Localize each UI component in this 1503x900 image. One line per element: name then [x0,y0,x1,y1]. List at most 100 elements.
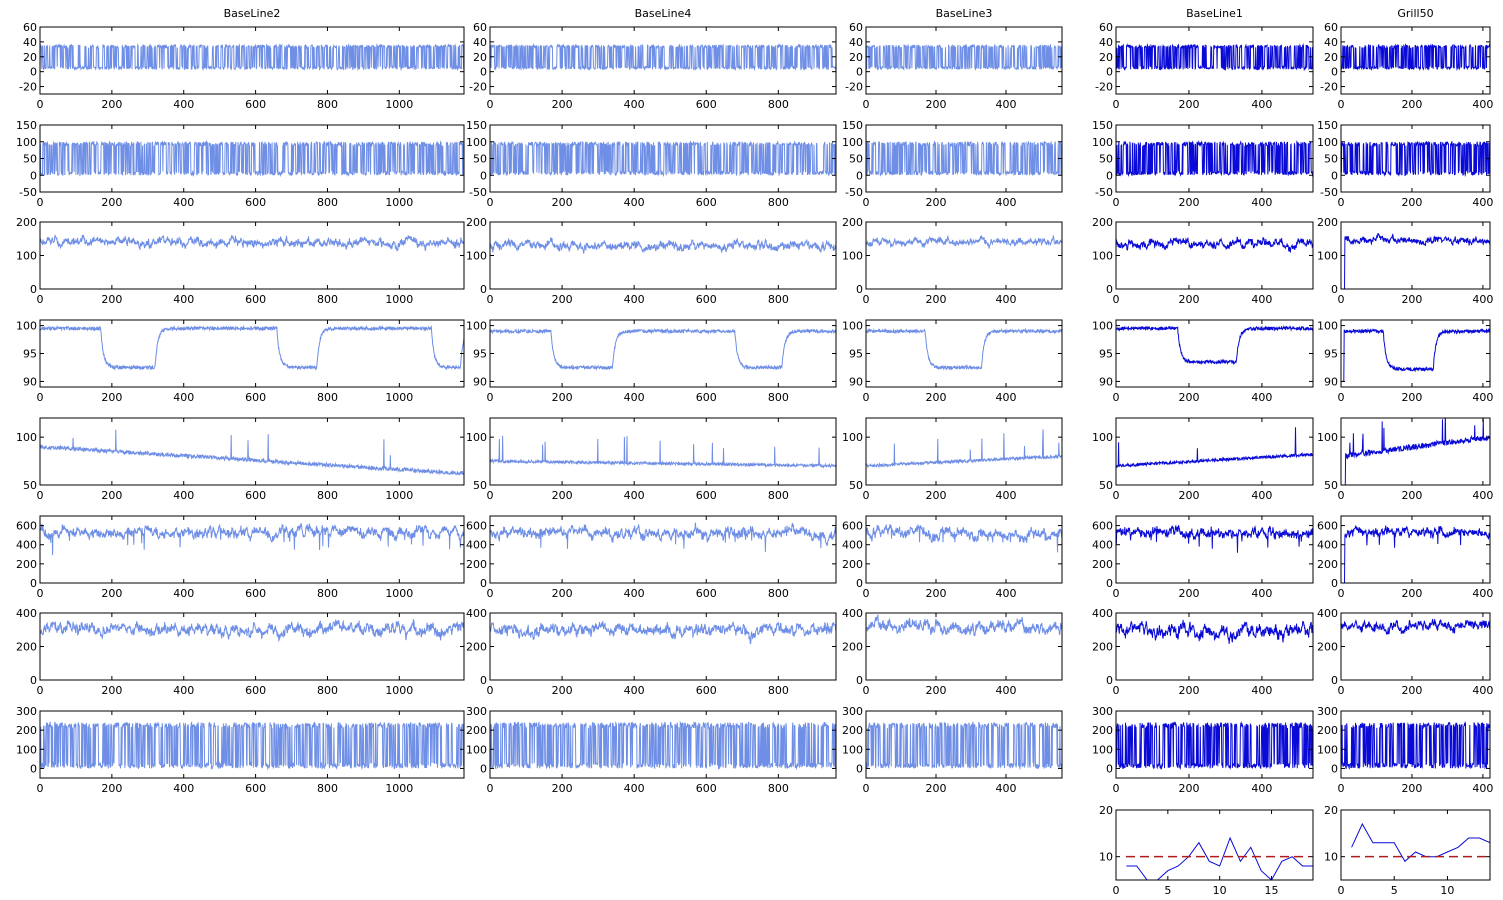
c2-r5-ytick-label: 0 [856,577,863,590]
c0-r5-xtick-label: 200 [101,587,122,600]
c1-r0-ytick-label: 40 [473,36,487,49]
c2-r5-series-line [866,523,1062,553]
c2-r2-frame [865,221,1063,290]
c3-r7-ytick-label: 0 [1106,762,1113,775]
c3-r2-ytick-label: 200 [1092,216,1113,229]
c1-r1-xtick-label: 400 [624,196,645,209]
c1-r5-frame [489,515,837,584]
c2-r6-xtick-label: 200 [926,684,947,697]
c0-r7-xtick-label: 1000 [385,782,413,795]
c0-r3-series-line [40,324,464,371]
c3-r7-ytick-label: 200 [1092,724,1113,737]
c3-extra-ytick-label: 20 [1099,804,1113,817]
chart-title: BaseLine2 [224,7,281,20]
c4-r1-series-line [1341,140,1490,178]
c2-r4-ytick-label: 100 [842,431,863,444]
c1-r6-xtick-label: 0 [487,684,494,697]
c3-r0-xtick-label: 200 [1178,98,1199,111]
c1-r3-xtick-label: 200 [552,391,573,404]
c2-r2-ytick-label: 0 [856,283,863,296]
c0-r1-xtick-label: 800 [317,196,338,209]
c4-r5-frame [1340,515,1491,584]
c4-r5-series-line [1341,524,1490,583]
c2-r5-ytick-label: 600 [842,520,863,533]
c0-r4-xtick-label: 400 [173,489,194,502]
c2-r5-ytick-label: 400 [842,539,863,552]
c0-r3-xtick-label: 600 [245,391,266,404]
c0-r3-ytick-label: 100 [16,320,37,333]
c2-r1-xtick-label: 400 [996,196,1017,209]
c4-r0-frame [1340,26,1491,95]
c0-r2-xtick-label: 1000 [385,293,413,306]
c2-r5-frame [865,515,1063,584]
c0-r5-xtick-label: 400 [173,587,194,600]
c4-r0-ytick-label: 20 [1324,51,1338,64]
c0-r4-xtick-label: 600 [245,489,266,502]
c0-r7-xtick-label: 600 [245,782,266,795]
c0-r6-xtick-label: 400 [173,684,194,697]
c0-r2-xtick-label: 800 [317,293,338,306]
c0-r3-xtick-label: 200 [101,391,122,404]
c3-r1-xtick-label: 0 [1113,196,1120,209]
c1-r7-xtick-label: 200 [552,782,573,795]
c4-extra-ytick-label: 10 [1324,851,1338,864]
c3-r3-xtick-label: 400 [1251,391,1272,404]
c0-r0-ytick-label: -20 [19,81,37,94]
c1-r0-xtick-label: 800 [768,98,789,111]
c4-r0-ytick-label: 0 [1331,66,1338,79]
c0-r3-xtick-label: 400 [173,391,194,404]
c1-r4-xtick-label: 600 [696,489,717,502]
c3-r0-ytick-label: 40 [1099,36,1113,49]
chart-title: Grill50 [1397,7,1433,20]
c4-r4-xtick-label: 200 [1401,489,1422,502]
c0-r5-xtick-label: 0 [37,587,44,600]
c1-r1-xtick-label: 200 [552,196,573,209]
c0-r5-ytick-label: 0 [30,577,37,590]
c4-r0-xtick-label: 0 [1338,98,1345,111]
c2-r4-frame [865,417,1063,486]
c2-r0-frame [865,26,1063,95]
c3-r5-frame [1115,515,1314,584]
c0-r6-xtick-label: 800 [317,684,338,697]
c4-r4-xtick-label: 400 [1472,489,1493,502]
c0-r4-frame [39,417,465,486]
c3-extra-ytick-label: 10 [1099,851,1113,864]
c3-r0-xtick-label: 0 [1113,98,1120,111]
c1-r4-frame [489,417,837,486]
c4-extra-xtick-label: 0 [1338,884,1345,897]
c2-r3-series-line [866,327,1062,371]
c0-r2-series-line [40,233,464,252]
c0-r5-xtick-label: 1000 [385,587,413,600]
c0-r4-ytick-label: 100 [16,431,37,444]
c3-r3-ytick-label: 100 [1092,320,1113,333]
c4-r4-xtick-label: 0 [1338,489,1345,502]
c1-r5-ytick-label: 400 [466,539,487,552]
c3-r2-xtick-label: 0 [1113,293,1120,306]
c2-r0-ytick-label: 60 [849,21,863,34]
c0-r6-series-line [40,618,464,643]
c3-r0-series-line [1116,42,1313,72]
c3-r6-ytick-label: 400 [1092,607,1113,620]
c1-r0-xtick-label: 200 [552,98,573,111]
c0-r6-ytick-label: 0 [30,674,37,687]
c3-r6-xtick-label: 400 [1251,684,1272,697]
c4-r7-ytick-label: 0 [1331,762,1338,775]
c0-r0-xtick-label: 600 [245,98,266,111]
c2-r7-ytick-label: 0 [856,762,863,775]
c0-r7-xtick-label: 400 [173,782,194,795]
c4-r1-xtick-label: 0 [1338,196,1345,209]
c4-r1-xtick-label: 200 [1401,196,1422,209]
c1-r6-xtick-label: 200 [552,684,573,697]
chart-title: BaseLine3 [936,7,993,20]
c0-r6-xtick-label: 0 [37,684,44,697]
c4-r3-xtick-label: 400 [1472,391,1493,404]
c3-r2-ytick-label: 0 [1106,283,1113,296]
c1-r2-xtick-label: 800 [768,293,789,306]
c1-r6-xtick-label: 400 [624,684,645,697]
c1-r5-xtick-label: 200 [552,587,573,600]
c3-r2-frame [1115,221,1314,290]
c2-r6-xtick-label: 0 [863,684,870,697]
c2-r6-frame [865,612,1063,681]
c3-r5-ytick-label: 0 [1106,577,1113,590]
